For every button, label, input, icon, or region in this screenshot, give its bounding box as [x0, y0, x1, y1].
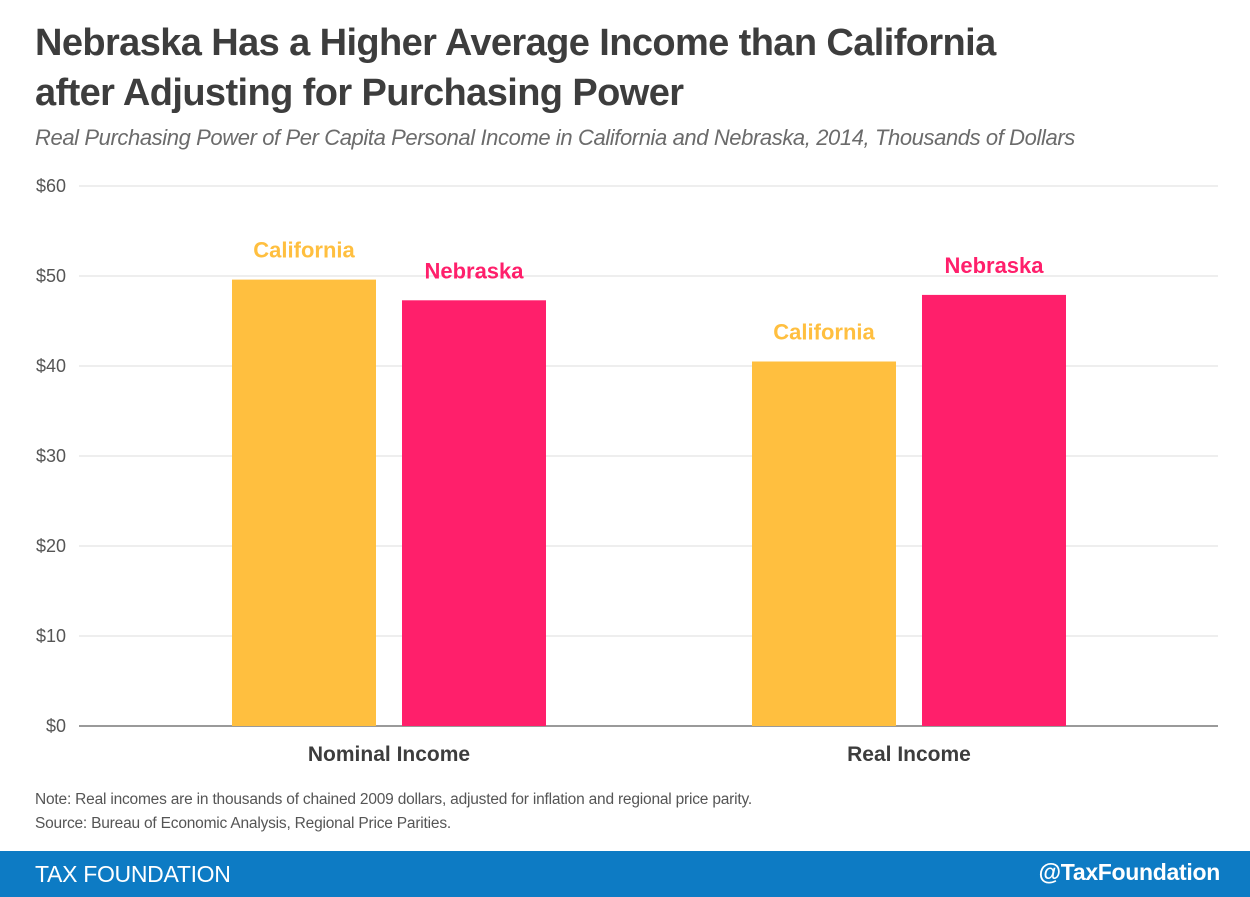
chart-title: Nebraska Has a Higher Average Income tha… — [35, 18, 1235, 118]
chart-subtitle: Real Purchasing Power of Per Capita Pers… — [35, 125, 1075, 150]
x-tick-label: Nominal Income — [308, 743, 470, 766]
chart-notes: Note: Real incomes are in thousands of c… — [35, 788, 752, 836]
y-tick-label: $50 — [36, 266, 66, 286]
note-text: Note: Real incomes are in thousands of c… — [35, 791, 752, 808]
bar-chart: $0 $10 $20 $30 $40 $50 $60 California Nebraska N… — [36, 176, 1218, 766]
data-label: California — [253, 238, 355, 263]
y-tick-label: $30 — [36, 446, 66, 466]
bar-nebraska-nominal-income — [402, 300, 546, 726]
data-label: Nebraska — [424, 258, 524, 283]
y-tick-label: $60 — [36, 176, 66, 196]
chart-title-line-2: after Adjusting for Purchasing Power — [35, 72, 684, 114]
chart-title-line-1: Nebraska Has a Higher Average Income tha… — [35, 22, 996, 64]
data-label: California — [773, 320, 875, 345]
footer-bar: TAX FOUNDATION @TaxFoundation — [0, 851, 1250, 897]
bar-nebraska-real-income — [922, 294, 1066, 726]
y-tick-label: $20 — [36, 536, 66, 556]
y-tick-label: $40 — [36, 356, 66, 376]
y-tick-label: $10 — [36, 626, 66, 646]
brand-name: TAX FOUNDATION — [35, 861, 231, 887]
bar-california-real-income — [752, 361, 896, 726]
twitter-handle[interactable]: @TaxFoundation — [1038, 859, 1221, 885]
data-label: Nebraska — [944, 253, 1044, 278]
source-text: Source: Bureau of Economic Analysis, Reg… — [35, 815, 451, 832]
bar-california-nominal-income — [232, 279, 376, 726]
x-tick-label: Real Income — [847, 743, 971, 766]
y-tick-label: $0 — [46, 716, 66, 736]
